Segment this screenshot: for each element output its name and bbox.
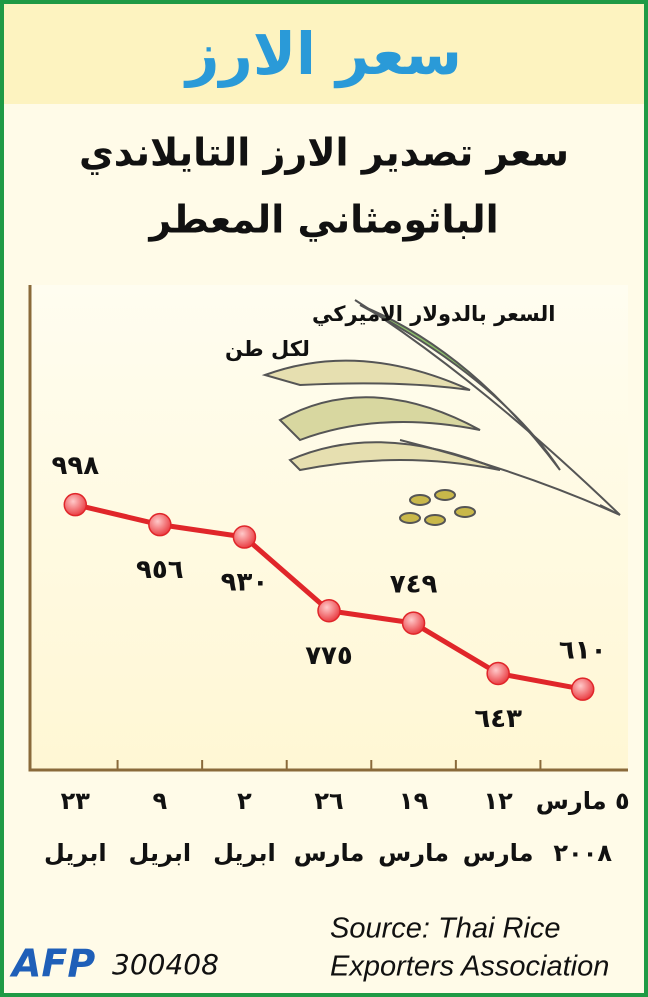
x-tick-label: ٢٠٠٨ <box>553 839 612 867</box>
marker <box>149 514 171 536</box>
data-label: ٩٣٠ <box>221 568 269 598</box>
x-tick-label: ٢٣ <box>61 787 91 815</box>
marker <box>64 494 86 516</box>
chart-title: سعر الارز <box>183 20 462 89</box>
x-tick-label: ٢٦ <box>314 787 343 815</box>
x-tick-label: ٩ <box>153 787 168 815</box>
x-tick-label: مارس <box>378 839 449 867</box>
source: Source: Thai Rice <box>330 913 561 945</box>
chart: سعر الارز سعر تصدير الارز التايلاندي الب… <box>0 0 648 997</box>
x-tick-label: مارس <box>463 839 534 867</box>
x-tick-label: ٥ مارس <box>536 787 630 815</box>
x-tick-label: ٢ <box>237 787 252 815</box>
subtitle: الباثومثاني المعطر <box>147 198 498 242</box>
marker <box>318 600 340 622</box>
marker <box>233 526 255 548</box>
x-tick-label: ابريل <box>213 839 276 867</box>
y-axis-label: لكل طن <box>225 337 310 361</box>
code: 300408 <box>112 948 219 981</box>
data-label: ٦٤٣ <box>474 704 522 734</box>
x-tick-label: ابريل <box>129 839 192 867</box>
source: Exporters Association <box>330 951 609 983</box>
marker <box>487 662 509 684</box>
x-tick-label: مارس <box>294 839 365 867</box>
plot-area <box>30 285 628 770</box>
x-tick-label: ١٩ <box>399 787 429 815</box>
data-label: ٧٧٥ <box>305 641 353 671</box>
credit: AFP <box>9 942 95 986</box>
data-label: ٩٩٨ <box>51 451 99 481</box>
data-label: ٩٥٦ <box>136 555 184 585</box>
marker <box>403 612 425 634</box>
subtitle: سعر تصدير الارز التايلاندي <box>79 131 569 175</box>
y-axis-label: السعر بالدولار الاميركي <box>312 302 556 326</box>
data-label: ٧٤٩ <box>390 570 438 600</box>
x-tick-label: ابريل <box>44 839 107 867</box>
marker <box>572 678 594 700</box>
x-tick-label: ١٢ <box>483 787 513 815</box>
data-label: ٦١٠ <box>559 636 607 666</box>
